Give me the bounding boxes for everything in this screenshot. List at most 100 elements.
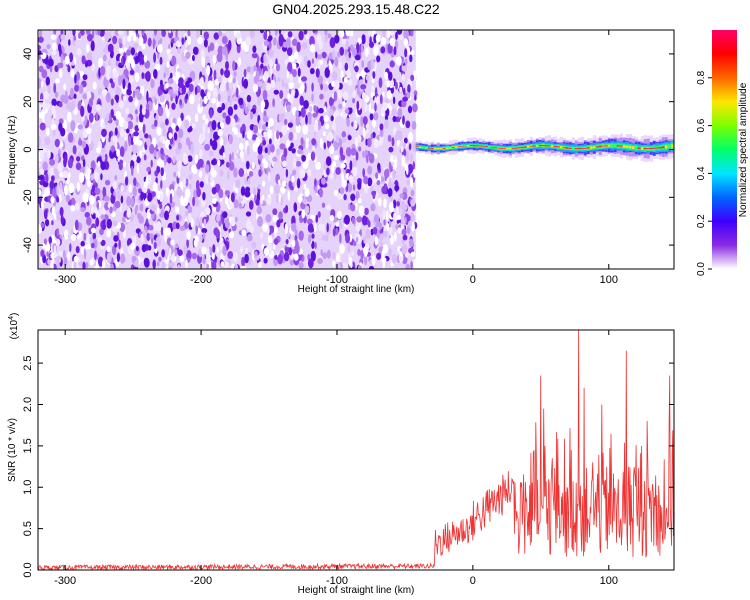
noise-speckle: [211, 169, 217, 178]
noise-speckle: [317, 54, 323, 60]
noise-speckle: [97, 30, 101, 36]
noise-speckle: [216, 214, 221, 223]
noise-speckle: [76, 234, 80, 240]
noise-speckle: [82, 74, 88, 81]
noise-speckle: [77, 124, 84, 130]
noise-speckle: [268, 35, 273, 41]
noise-speckle: [205, 164, 210, 174]
noise-speckle: [268, 59, 274, 70]
noise-speckle: [199, 181, 204, 188]
noise-speckle: [195, 224, 198, 235]
noise-speckle: [83, 248, 87, 260]
noise-speckle: [69, 87, 75, 99]
noise-speckle: [212, 244, 216, 253]
noise-speckle: [291, 148, 296, 154]
noise-speckle: [370, 58, 375, 70]
noise-speckle: [153, 241, 157, 250]
noise-speckle: [188, 213, 192, 222]
band-cell: [616, 145, 621, 147]
noise-speckle: [159, 94, 165, 103]
noise-speckle: [157, 43, 163, 53]
noise-speckle: [366, 154, 369, 164]
noise-speckle: [217, 106, 223, 114]
noise-speckle: [245, 160, 250, 170]
band-cell: [553, 146, 558, 148]
noise-speckle: [383, 219, 386, 226]
noise-speckle: [235, 179, 241, 189]
noise-speckle: [128, 95, 134, 103]
snr-x-ticks: -300 -200 -100 0 100: [54, 330, 618, 587]
noise-speckle: [272, 156, 278, 162]
noise-speckle: [200, 235, 203, 242]
band-cell: [589, 146, 594, 149]
noise-speckle: [309, 43, 316, 53]
noise-speckle: [159, 192, 163, 203]
noise-speckle: [262, 115, 269, 123]
noise-speckle: [298, 30, 304, 41]
noise-speckle: [265, 82, 272, 91]
noise-speckle: [49, 66, 53, 73]
noise-speckle: [268, 41, 272, 50]
noise-speckle: [226, 81, 229, 92]
noise-speckle: [357, 197, 362, 204]
noise-speckle: [114, 141, 118, 152]
noise-speckle: [342, 91, 349, 101]
noise-speckle: [72, 145, 77, 155]
noise-speckle: [361, 215, 368, 226]
noise-speckle: [139, 257, 144, 263]
noise-speckle: [123, 35, 126, 46]
noise-speckle: [403, 137, 408, 144]
noise-speckle: [307, 234, 312, 244]
noise-speckle: [389, 60, 395, 68]
noise-speckle: [292, 69, 297, 78]
noise-speckle: [156, 221, 162, 232]
noise-speckle: [270, 79, 276, 88]
noise-speckle: [268, 117, 274, 127]
noise-speckle: [102, 121, 105, 131]
noise-speckle: [163, 72, 166, 79]
noise-speckle: [116, 148, 120, 158]
noise-speckle: [66, 111, 72, 123]
noise-speckle: [119, 146, 125, 158]
noise-speckle: [320, 83, 323, 91]
noise-speckle: [408, 238, 414, 248]
noise-speckle: [177, 264, 181, 269]
noise-speckle: [375, 191, 379, 202]
noise-speckle: [112, 220, 118, 227]
noise-speckle: [130, 47, 135, 56]
band-cell: [634, 145, 639, 151]
noise-speckle: [400, 201, 406, 209]
band-cell: [649, 147, 654, 149]
noise-speckle: [307, 258, 314, 269]
noise-speckle: [117, 30, 124, 36]
noise-speckle: [85, 243, 92, 250]
noise-speckle: [51, 206, 56, 217]
noise-speckle: [234, 263, 239, 269]
noise-speckle: [238, 97, 244, 106]
noise-speckle: [291, 38, 298, 47]
noise-speckle: [344, 214, 350, 225]
noise-speckle: [278, 34, 284, 45]
noise-speckle: [272, 98, 275, 108]
noise-speckle: [185, 178, 189, 187]
noise-speckle: [74, 219, 79, 231]
noise-speckle: [249, 200, 254, 210]
noise-speckle: [134, 55, 140, 63]
noise-speckle: [109, 206, 113, 214]
noise-speckle: [255, 136, 260, 148]
noise-speckle: [219, 82, 226, 92]
noise-speckle: [321, 252, 328, 260]
noise-speckle: [39, 122, 46, 131]
noise-speckle: [239, 150, 244, 159]
noise-speckle: [120, 253, 125, 264]
noise-speckle: [211, 97, 217, 104]
noise-speckle: [167, 52, 173, 60]
noise-speckle: [150, 159, 153, 168]
band-cell: [514, 147, 519, 149]
noise-speckle: [150, 78, 155, 89]
noise-speckle: [340, 154, 346, 161]
noise-speckle: [391, 137, 395, 147]
noise-speckle: [345, 40, 349, 50]
noise-speckle: [291, 175, 295, 183]
noise-speckle: [255, 61, 259, 68]
